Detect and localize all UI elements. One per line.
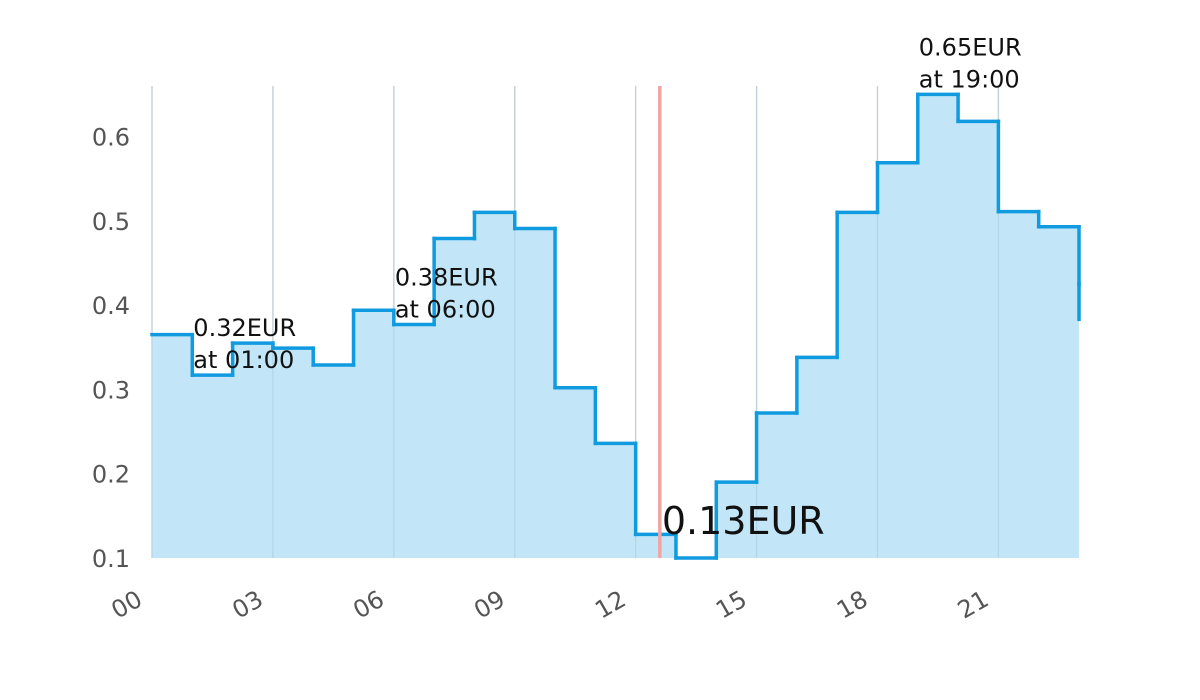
price-area <box>150 86 1081 560</box>
y-tick-label: 0.1 <box>92 545 130 573</box>
x-tick-label: 18 <box>832 585 872 625</box>
annotation-price: 0.32EUR <box>193 314 296 342</box>
y-axis-ticks: 0.1 0.2 0.3 0.4 0.5 0.6 <box>92 124 130 573</box>
x-tick-label: 15 <box>711 585 751 625</box>
y-tick-label: 0.3 <box>92 376 130 404</box>
area-fill <box>152 94 1079 558</box>
annotation-time: at 06:00 <box>395 296 496 324</box>
annotation-time: at 01:00 <box>193 346 294 374</box>
annotation-price: 0.38EUR <box>395 264 498 292</box>
annotations: 0.32EUR at 01:00 0.38EUR at 06:00 0.65EUR at … <box>193 33 1021 374</box>
y-tick-label: 0.6 <box>92 124 130 152</box>
x-tick-label: 21 <box>953 585 993 625</box>
x-tick-label: 09 <box>469 585 509 625</box>
x-tick-label: 03 <box>227 585 267 625</box>
current-price-label: 0.13EUR <box>662 499 825 543</box>
current-time-marker: 0.13EUR <box>658 86 825 558</box>
y-tick-label: 0.4 <box>92 292 130 320</box>
x-tick-label: 06 <box>348 585 388 625</box>
x-axis-ticks: 00 03 06 09 12 15 18 21 <box>107 585 994 625</box>
y-tick-label: 0.5 <box>92 208 130 236</box>
x-tick-label: 00 <box>107 585 147 625</box>
y-tick-label: 0.2 <box>92 461 130 489</box>
annotation-price: 0.65EUR <box>919 33 1022 61</box>
annotation-time: at 19:00 <box>919 65 1020 93</box>
x-tick-label: 12 <box>590 585 630 625</box>
